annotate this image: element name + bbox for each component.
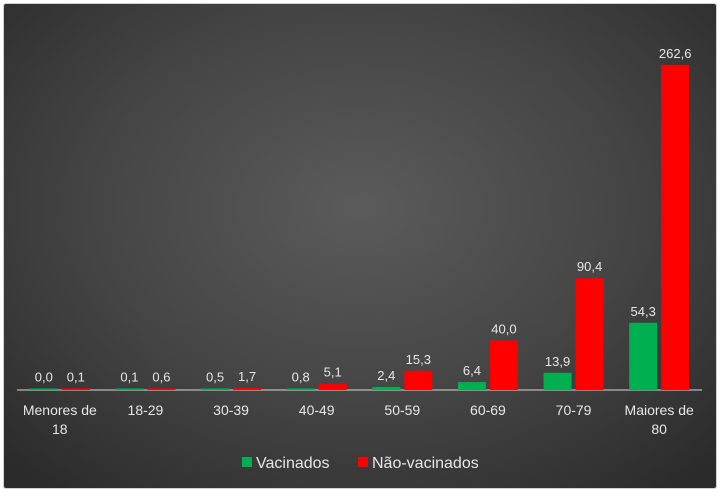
- bar-vacinados: [457, 382, 486, 390]
- data-label: 0,1: [67, 370, 85, 385]
- x-tick-label: 80: [651, 421, 667, 437]
- bar-vacinados: [115, 388, 144, 390]
- data-label: 0,1: [120, 370, 138, 385]
- data-label: 15,3: [406, 352, 431, 367]
- bar-nao-vacinados: [318, 383, 347, 390]
- data-label: 6,4: [463, 363, 481, 378]
- legend-swatch: [358, 457, 368, 467]
- data-label: 0,8: [292, 370, 310, 385]
- x-tick-label: 30-39: [213, 402, 249, 418]
- bar-vacinados: [629, 322, 658, 390]
- x-tick-label: 40-49: [299, 402, 335, 418]
- bar-nao-vacinados: [661, 65, 690, 390]
- data-label: 2,4: [377, 368, 395, 383]
- legend-label: Não-vacinados: [372, 455, 479, 472]
- x-tick-label: 60-69: [470, 402, 506, 418]
- bar-vacinados: [372, 387, 401, 390]
- data-label: 40,0: [491, 321, 516, 336]
- data-label: 0,0: [35, 370, 53, 385]
- legend-swatch: [242, 457, 252, 467]
- bar-nao-vacinados: [61, 388, 90, 390]
- bar-nao-vacinados: [489, 340, 518, 390]
- data-label: 54,3: [631, 304, 656, 319]
- data-label: 90,4: [577, 259, 602, 274]
- bar-nao-vacinados: [147, 388, 176, 390]
- bar-nao-vacinados: [404, 371, 433, 390]
- data-label: 0,5: [206, 370, 224, 385]
- x-tick-label: 50-59: [384, 402, 420, 418]
- data-label: 262,6: [659, 46, 692, 61]
- x-tick-label: 70-79: [556, 402, 592, 418]
- bar-vacinados: [543, 372, 572, 390]
- legend-label: Vacinados: [256, 455, 330, 472]
- data-label: 13,9: [545, 354, 570, 369]
- bar-vacinados: [29, 388, 58, 390]
- x-tick-label: 18: [52, 421, 68, 437]
- x-tick-label: Maiores de: [625, 402, 694, 418]
- bar-vacinados: [201, 388, 230, 390]
- x-tick-label: 18-29: [128, 402, 164, 418]
- data-label: 1,7: [238, 369, 256, 384]
- x-tick-label: Menores de: [23, 402, 97, 418]
- bar-nao-vacinados: [575, 278, 604, 390]
- bar-nao-vacinados: [233, 387, 262, 390]
- data-label: 0,6: [152, 370, 170, 385]
- chart-background: [3, 3, 717, 489]
- data-label: 5,1: [324, 365, 342, 380]
- bar-vacinados: [286, 388, 315, 390]
